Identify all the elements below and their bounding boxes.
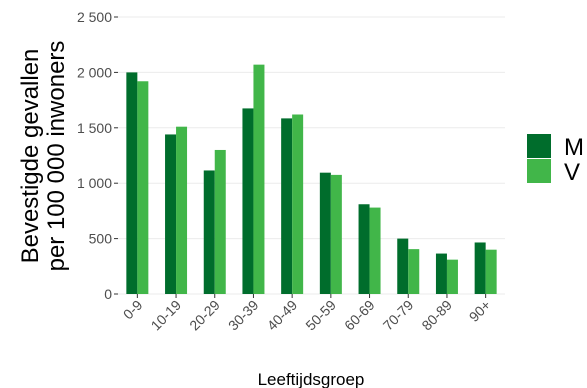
bar-M-0-9 (126, 72, 138, 295)
x-tick-label: 30-39 (225, 297, 262, 334)
x-axis: 0-9 10-19 20-29 30-39 40-49 50-59 60-69 70-79 80… (120, 294, 494, 333)
y-tick-label: 0 (104, 286, 112, 302)
x-tick-label: 40-49 (264, 297, 301, 334)
y-tick-label: 1 000 (77, 175, 112, 191)
bar-M-40-49 (281, 118, 293, 294)
bar-V-10-19 (176, 126, 188, 294)
legend-label-V: V (564, 159, 580, 186)
y-tick-label: 1 500 (77, 120, 112, 136)
legend-key-V (527, 159, 551, 183)
bar-V-50-59 (330, 174, 342, 294)
x-tick-label: 50-59 (302, 297, 339, 334)
legend-label-M: M (564, 134, 584, 161)
y-axis-title-line-2: per 100 000 inwoners (43, 41, 70, 272)
y-tick-label: 500 (89, 231, 113, 247)
y-axis: 0 500 1 000 1 500 2 000 2 500 (77, 9, 118, 302)
x-tick-label: 20-29 (186, 297, 223, 334)
bar-M-80-89 (435, 253, 447, 294)
x-axis-title: Leeftijdsgroep (258, 370, 365, 388)
y-tick-label: 2 000 (77, 64, 112, 80)
x-tick-label: 0-9 (120, 297, 146, 323)
bar-V-30-39 (253, 64, 265, 294)
bar-V-60-69 (369, 207, 381, 294)
x-tick-label: 90+ (466, 297, 494, 325)
y-axis-title-line-1: Bevestigde gevallen (17, 49, 44, 264)
bar-M-20-29 (203, 170, 215, 294)
bars (126, 64, 497, 295)
x-tick-label: 70-79 (380, 297, 417, 334)
bar-M-50-59 (319, 172, 331, 294)
bar-M-30-39 (242, 108, 254, 294)
bar-V-40-49 (292, 114, 304, 294)
bar-V-80-89 (446, 259, 458, 294)
bar-V-70-79 (408, 249, 420, 294)
bar-M-90+ (474, 242, 486, 294)
x-tick-label: 80-89 (418, 297, 455, 334)
x-tick-label: 10-19 (148, 297, 185, 334)
bar-M-70-79 (397, 238, 409, 294)
legend: MV (527, 134, 584, 186)
y-tick-label: 2 500 (77, 9, 112, 25)
y-axis-title: Bevestigde gevallen per 100 000 inwoners (17, 41, 70, 272)
bar-V-90+ (485, 249, 497, 294)
bar-V-0-9 (137, 81, 149, 294)
bar-V-20-29 (214, 149, 226, 294)
x-tick-label: 60-69 (341, 297, 378, 334)
legend-key-M (527, 134, 551, 158)
bar-M-10-19 (165, 134, 177, 294)
bar-M-60-69 (358, 204, 370, 294)
